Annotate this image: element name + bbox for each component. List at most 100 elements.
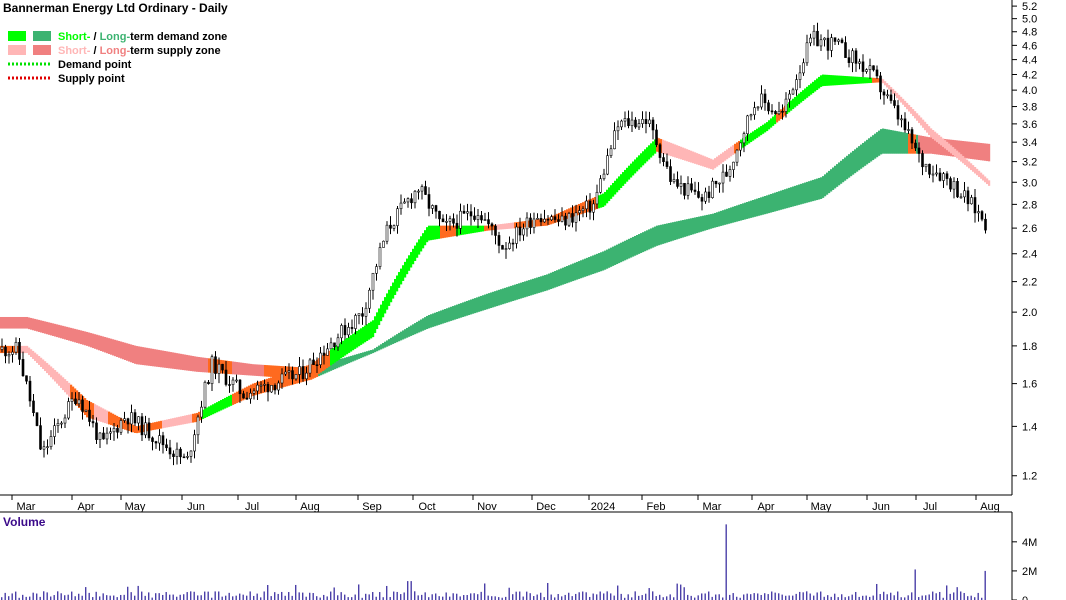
volume-bar [410,581,412,600]
volume-bar [505,596,507,600]
candle-body [319,352,322,366]
volume-bar [900,597,902,600]
volume-bar [631,597,633,600]
candle-body [63,417,67,424]
candle-body [536,217,539,220]
volume-bar [284,595,286,600]
volume-bar [561,596,563,600]
candle-body [781,110,784,113]
volume-bar [491,596,493,600]
y-tick-label: 3.6 [1022,119,1037,131]
candle-body [105,432,109,440]
volume-bar [907,595,909,600]
candle-body [427,194,431,209]
candle-body [431,205,434,209]
volume-bar [15,591,17,600]
volume-bar [130,592,132,600]
y-tick-label: 3.2 [1022,157,1037,169]
candle-body [539,217,543,223]
volume-bar [267,585,269,600]
candle-body [777,110,781,115]
candle-body [438,210,441,220]
volume-bar [648,588,650,600]
volume-bar [337,595,339,600]
candle-body [102,432,105,440]
candle-body [116,428,119,433]
volume-bar [939,591,941,600]
volume-bar [396,591,398,600]
x-tick-label: May [125,501,146,513]
volume-bar [480,591,482,600]
legend-label: Supply point [58,73,125,85]
candle-body [196,416,200,436]
candle-body [704,191,707,202]
candle-body [511,242,515,245]
volume-bar [844,597,846,600]
candle-body [494,225,497,236]
candle-body [910,129,914,144]
candle-body [7,354,11,357]
candle-body [224,369,228,385]
volume-bar [172,594,174,600]
candle-body [550,216,553,221]
volume-bar [316,596,318,600]
candle-body [725,171,728,177]
candle-body [655,129,658,146]
volume-bar [340,592,342,600]
candle-body [889,94,893,101]
volume-bar [704,593,706,600]
volume-bar [11,593,13,600]
volume-bar [211,597,213,600]
volume-bar [582,591,584,600]
candle-body [18,341,21,360]
candle-body [606,155,609,175]
candle-body [375,266,378,274]
candle-body [564,215,567,226]
candle-body [392,225,396,229]
volume-bar [823,596,825,600]
volume-bar [190,591,192,600]
volume-bar [120,594,122,600]
volume-bar [781,594,783,600]
candle-body [434,205,438,212]
candle-body [469,211,473,217]
candle-body [340,325,343,339]
legend-label: Demand point [58,59,132,71]
candle-body [144,422,147,436]
volume-bar [778,593,780,600]
volume-bar [743,594,745,600]
candle-body [455,222,459,229]
candle-body [91,421,95,424]
candle-body [665,161,669,167]
volume-bar [25,596,27,600]
volume-bar [669,594,671,600]
candle-body [508,242,511,249]
candle-body [854,50,858,64]
candle-body [46,446,49,448]
candle-body [256,384,259,392]
y-tick-label: 4.4 [1022,55,1037,67]
candle-body [399,202,403,210]
volume-bar [151,597,153,600]
candle-body [634,119,637,128]
volume-bar [256,593,258,600]
candle-body [882,91,886,96]
candle-body [543,218,546,223]
volume-bar [596,594,598,600]
volume-bar [46,592,48,600]
volume-bar [876,583,878,600]
volume-bar [585,592,587,600]
candle-body [39,425,42,450]
volume-bar [113,595,115,600]
candle-body [238,379,242,395]
volume-bar [673,597,675,600]
candle-body [819,39,823,47]
volume-bar [967,596,969,600]
volume-bar [221,596,223,600]
candle-body [609,148,613,156]
long-term-zone [0,128,991,380]
volume-bar [298,592,300,600]
volume-bar [806,591,808,600]
volume-bar [116,597,118,600]
volume-bar [683,587,685,600]
